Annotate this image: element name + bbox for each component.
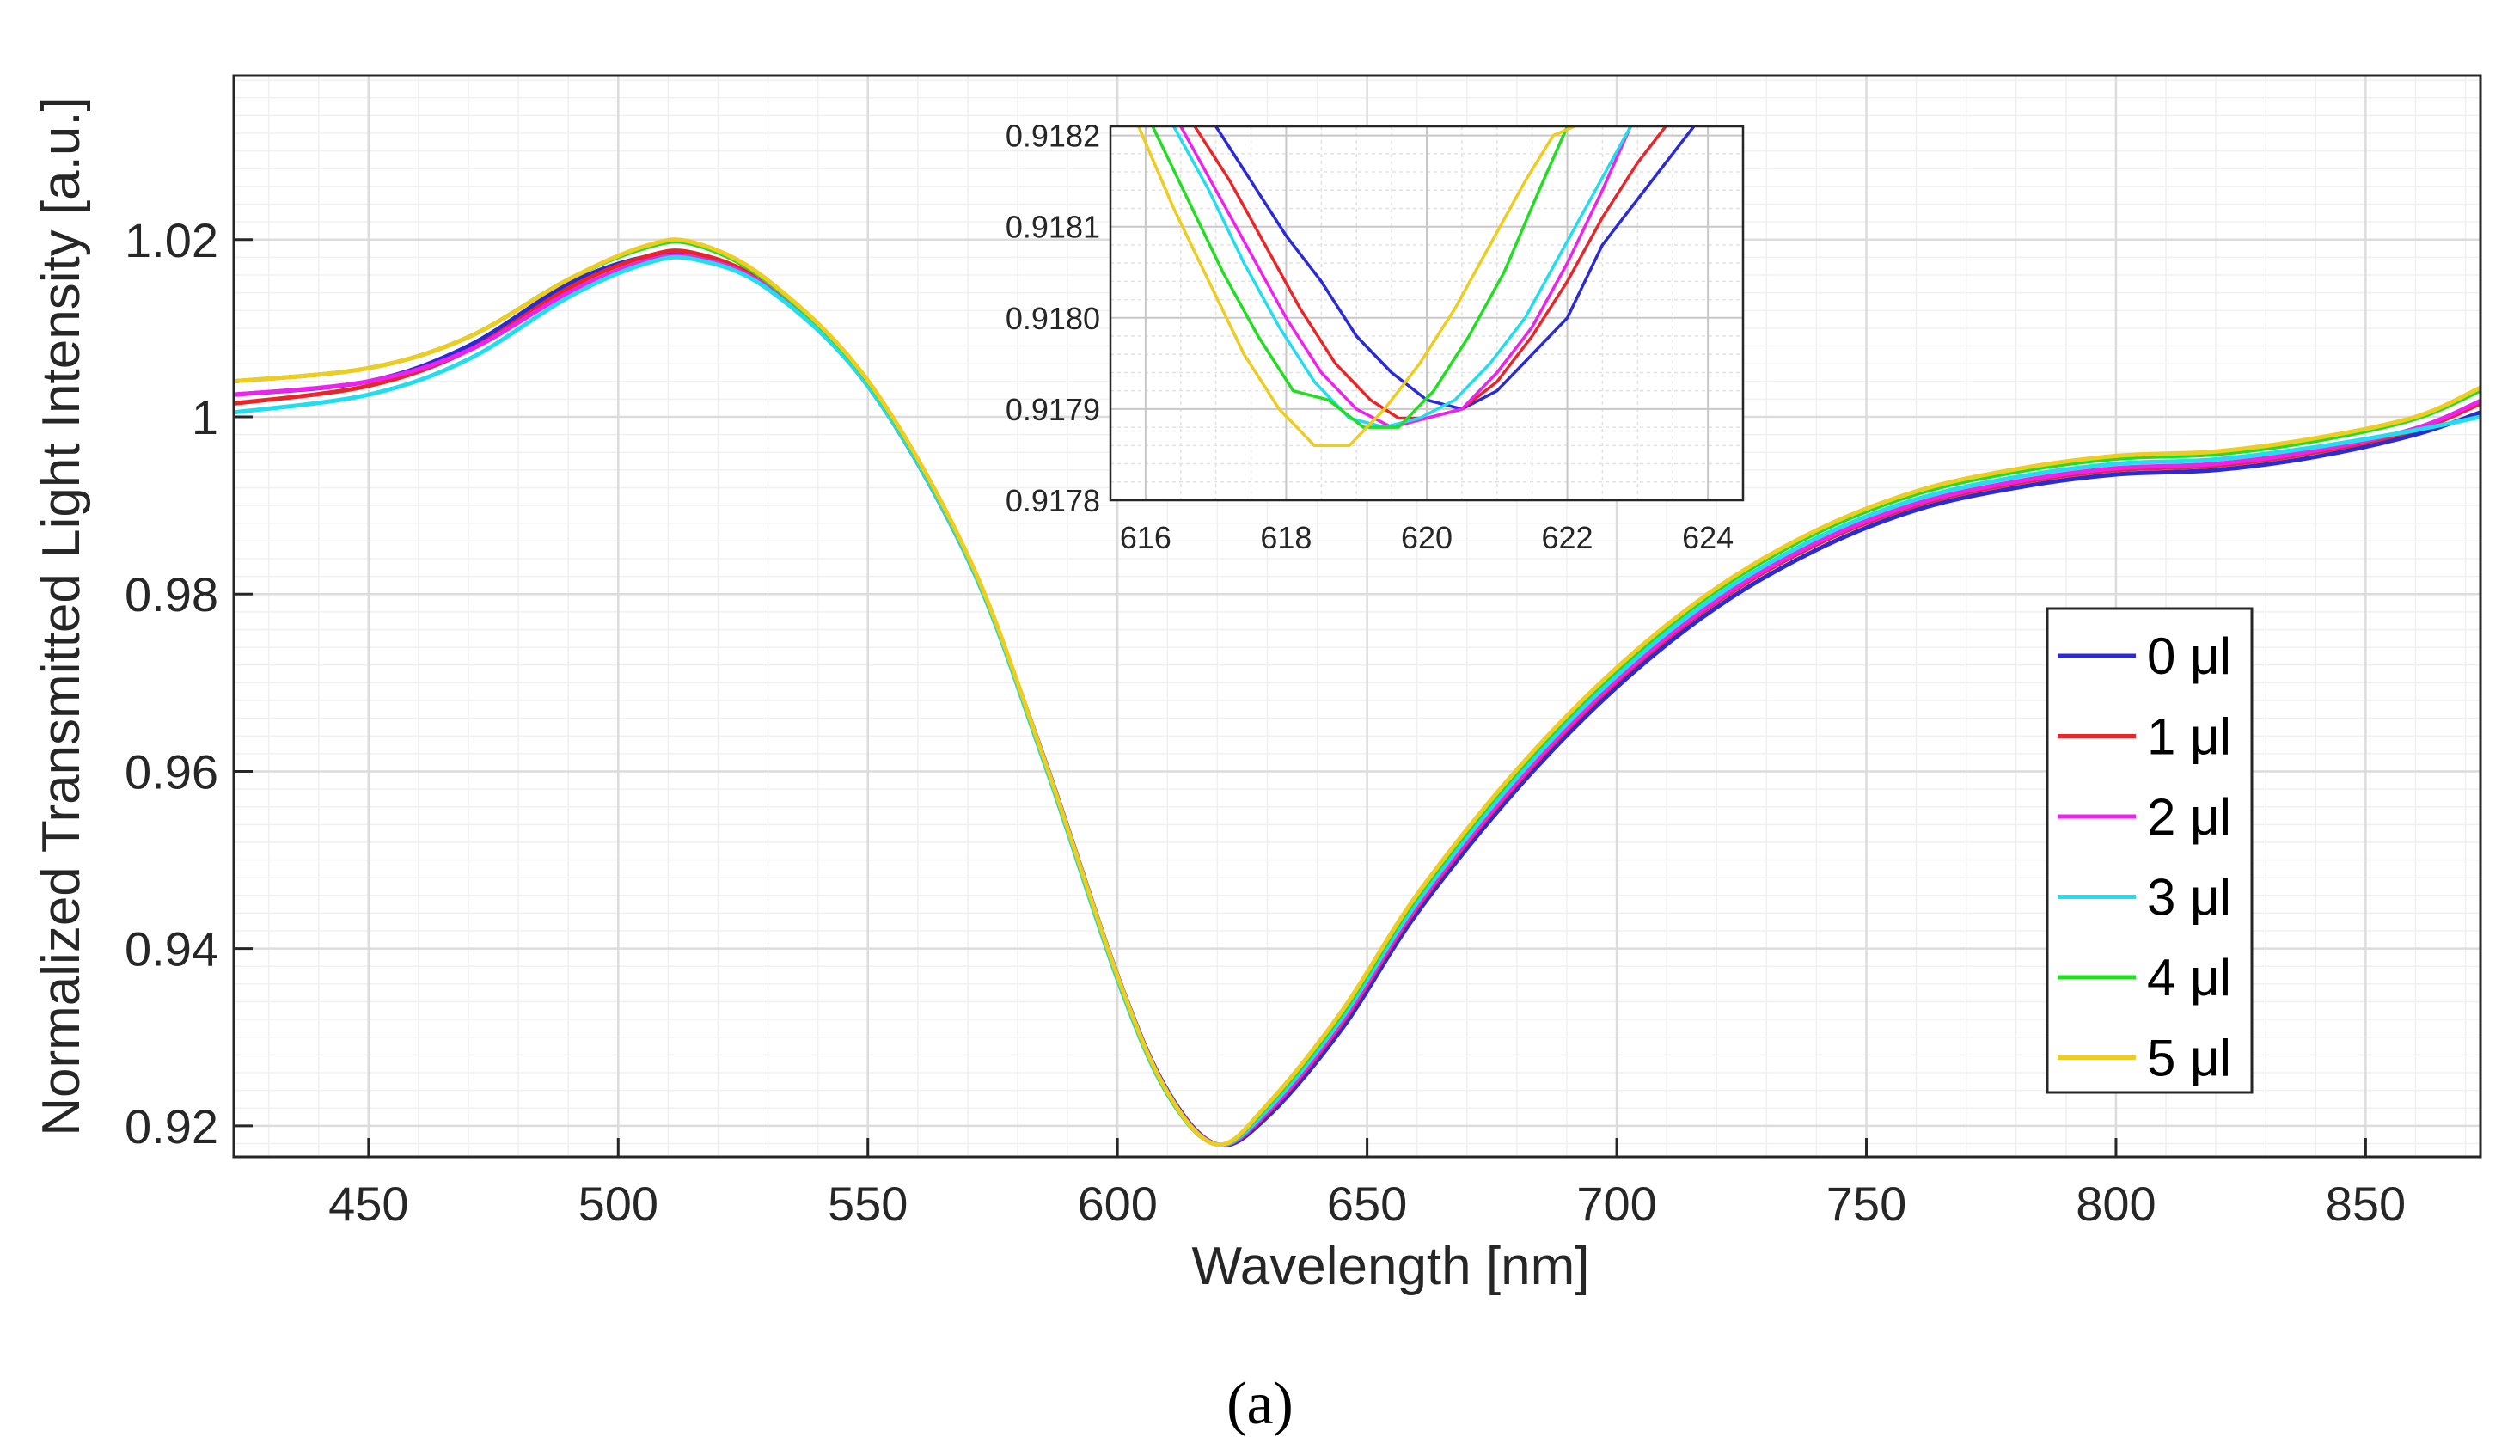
- legend-label-3: 3 μl: [2147, 869, 2231, 927]
- legend-label-1: 1 μl: [2147, 708, 2231, 766]
- inset-x-tick-label: 618: [1260, 520, 1312, 555]
- y-tick-label: 0.96: [125, 744, 218, 798]
- inset-series-line-4: [1151, 126, 1569, 429]
- inset-x-tick-label: 616: [1120, 520, 1171, 555]
- x-tick-label: 500: [578, 1177, 658, 1231]
- inset-plot-frame: [1109, 125, 1745, 502]
- legend-box: [2046, 607, 2254, 1094]
- x-tick-label: 800: [2076, 1177, 2156, 1231]
- x-tick-label: 600: [1077, 1177, 1157, 1231]
- y-tick-label: 0.98: [125, 567, 218, 621]
- x-tick-label: 650: [1327, 1177, 1407, 1231]
- y-tick-label: 1: [192, 390, 218, 444]
- y-axis-label: Normalized Transmitted Light Intensity […: [32, 96, 91, 1136]
- legend: 0 μl 1 μl 2 μl 3 μl 4 μl 5 μl: [2046, 607, 2254, 1094]
- y-tick-label: 0.94: [125, 922, 218, 976]
- inset-series-line-2: [1179, 126, 1632, 429]
- inset-y-tick-label: 0.9180: [1006, 301, 1100, 336]
- inset-series-line-5: [1137, 126, 1575, 448]
- x-tick-label: 700: [1576, 1177, 1656, 1231]
- legend-label-4: 4 μl: [2147, 949, 2231, 1006]
- inset-y-tick-label: 0.9181: [1006, 210, 1100, 245]
- inset-y-tick-labels: 0.9178 0.9179 0.9180 0.9181 0.9182: [1006, 119, 1100, 518]
- x-tick-label: 850: [2326, 1177, 2406, 1231]
- series-line-5: [234, 237, 2480, 1147]
- legend-label-5: 5 μl: [2147, 1030, 2231, 1087]
- figure-caption: (a): [1226, 1371, 1294, 1437]
- inset-x-tick-label: 624: [1682, 520, 1734, 555]
- inset-x-tick-labels: 616 618 620 622 624: [1120, 520, 1734, 555]
- x-tick-label: 450: [328, 1177, 408, 1231]
- x-axis-label: Wavelength [nm]: [1192, 1237, 1590, 1296]
- x-tick-label: 750: [1826, 1177, 1906, 1231]
- inset-y-tick-label: 0.9178: [1006, 483, 1100, 518]
- main-plot-frame: [232, 74, 2482, 1159]
- inset-y-tick-label: 0.9179: [1006, 392, 1100, 427]
- inset-series-group: [1137, 126, 1696, 448]
- legend-label-2: 2 μl: [2147, 788, 2231, 846]
- y-tick-label: 1.02: [125, 213, 218, 267]
- inset-x-tick-label: 622: [1542, 520, 1593, 555]
- legend-label-0: 0 μl: [2147, 627, 2231, 685]
- inset-y-tick-label: 0.9182: [1006, 119, 1100, 154]
- main-x-tick-labels: 450 500 550 600 650 700 750 800 850: [328, 1138, 2406, 1231]
- main-y-tick-labels: 0.92 0.94 0.96 0.98 1 1.02: [125, 213, 253, 1153]
- main-series-group: [234, 237, 2480, 1148]
- y-tick-label: 0.92: [125, 1099, 218, 1153]
- inset-x-tick-label: 620: [1401, 520, 1453, 555]
- x-tick-label: 550: [828, 1177, 908, 1231]
